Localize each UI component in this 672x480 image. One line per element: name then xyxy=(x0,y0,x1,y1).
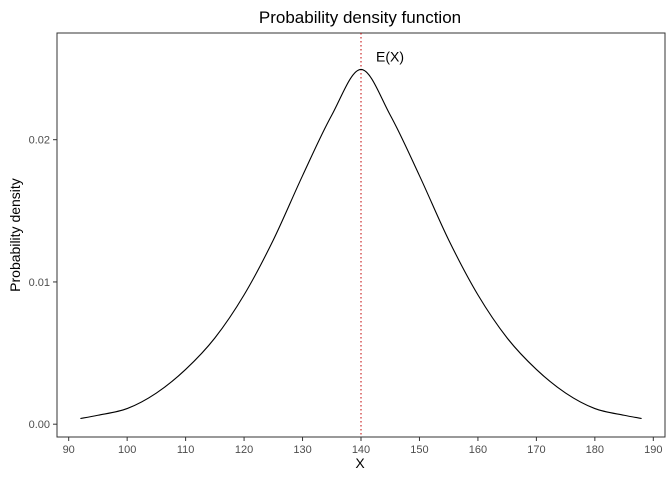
y-tick-label: 0.00 xyxy=(29,419,50,431)
x-axis-title: X xyxy=(355,455,365,471)
y-tick-label: 0.01 xyxy=(29,277,50,289)
chart-title: Probability density function xyxy=(259,8,461,27)
x-tick-label: 130 xyxy=(293,444,311,456)
x-axis: 90 100 110 120 130 140 150 160 170 180 190 xyxy=(63,437,662,456)
x-tick-label: 110 xyxy=(177,444,195,456)
y-axis-title: Probability density xyxy=(7,178,23,292)
x-tick-label: 170 xyxy=(527,444,545,456)
x-tick-label: 90 xyxy=(63,444,75,456)
x-tick-label: 140 xyxy=(352,444,370,456)
density-curve xyxy=(80,68,642,420)
y-axis: 0.00 0.01 0.02 xyxy=(29,135,57,431)
x-tick-label: 120 xyxy=(235,444,253,456)
x-tick-label: 160 xyxy=(469,444,487,456)
x-tick-label: 180 xyxy=(586,444,604,456)
x-tick-label: 150 xyxy=(410,444,428,456)
y-tick-label: 0.02 xyxy=(29,135,50,147)
mean-annotation-label: E(X) xyxy=(376,48,404,64)
x-tick-label: 190 xyxy=(644,444,662,456)
x-tick-label: 100 xyxy=(118,444,136,456)
